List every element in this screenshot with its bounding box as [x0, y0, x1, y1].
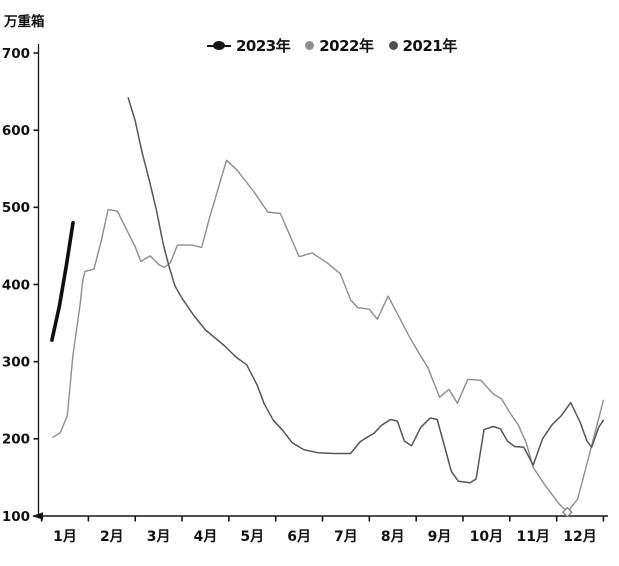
x-tick-label: 9月: [428, 529, 452, 545]
legend-item-2021: 2021年: [388, 35, 458, 56]
legend-label-2022: 2022年: [319, 37, 374, 55]
diamond-marker-icon: [562, 506, 573, 518]
x-tick-label: 4月: [194, 529, 218, 545]
y-tick-label: 400: [2, 277, 30, 293]
x-tick-label: 12月: [563, 529, 596, 545]
x-tick-label: 1月: [53, 529, 77, 545]
legend-item-2023: 2023年: [207, 35, 291, 56]
x-tick-label: 2月: [100, 529, 124, 545]
series-line-2022年: [52, 159, 605, 513]
y-axis-unit-label: 万重箱: [4, 14, 45, 30]
y-tick-label: 300: [2, 354, 30, 370]
legend-marker-2022-icon: [305, 41, 315, 50]
x-tick-label: 11月: [516, 529, 549, 545]
legend-item-2022: 2022年: [305, 35, 374, 56]
y-tick-label: 500: [2, 200, 30, 216]
x-tick-label: 10月: [470, 529, 503, 545]
x-tick-label: 6月: [287, 529, 311, 545]
x-tick-label: 5月: [240, 529, 264, 545]
legend-marker-2021-icon: [388, 41, 398, 50]
y-tick-label: 200: [2, 432, 30, 448]
y-tick-label: 100: [2, 509, 30, 525]
x-tick-label: 8月: [381, 529, 405, 545]
x-tick-label: 7月: [334, 529, 358, 545]
y-tick-label: 600: [2, 123, 30, 139]
x-tick-label: 3月: [147, 529, 171, 545]
legend-marker-2023-icon: [207, 41, 231, 50]
legend-label-2023: 2023年: [236, 37, 291, 55]
legend-label-2021: 2021年: [402, 37, 458, 55]
series-line-2021年: [127, 97, 605, 484]
chart-legend: 2023年 2022年 2021年: [207, 35, 457, 56]
y-tick-label: 700: [2, 46, 30, 62]
series-line-2023年: [50, 221, 75, 342]
